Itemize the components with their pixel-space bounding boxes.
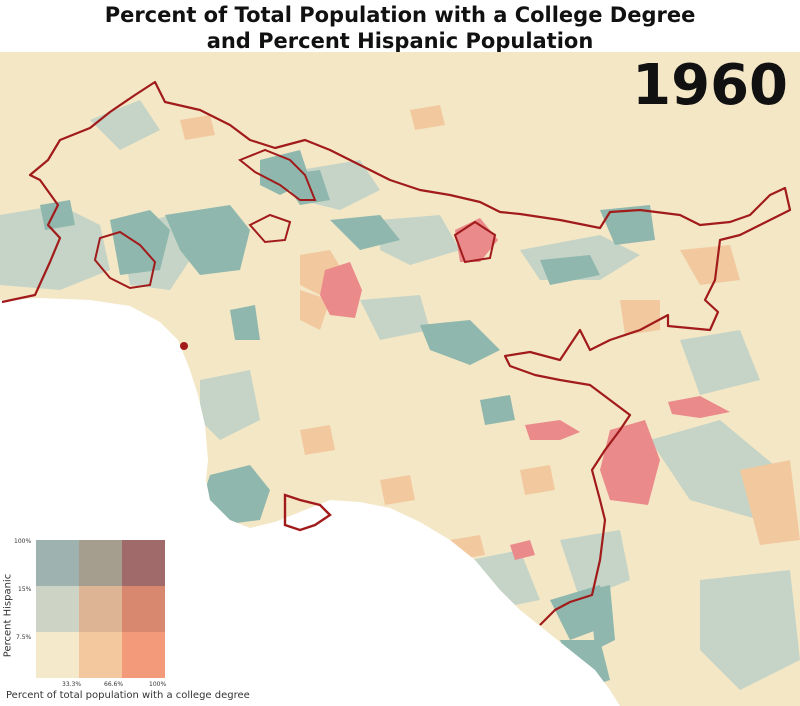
legend-x-tick-1: 33.3% bbox=[62, 681, 82, 688]
legend-cell-r1-c1 bbox=[79, 586, 122, 632]
peninsula-outline bbox=[283, 493, 332, 532]
title-line-2: and Percent Hispanic Population bbox=[206, 29, 594, 53]
title-line-1: Percent of Total Population with a Colle… bbox=[104, 3, 696, 27]
legend-cell-r2-c1 bbox=[79, 632, 122, 678]
orange-tracts bbox=[180, 105, 800, 560]
legend-y-tick-3: 7.5% bbox=[16, 634, 32, 641]
legend-grid bbox=[36, 540, 165, 678]
legend-cell-r2-c0 bbox=[36, 632, 79, 678]
teal-tracts bbox=[40, 150, 655, 690]
legend-x-tick-3: 100% bbox=[149, 681, 167, 688]
year-label: 1960 bbox=[632, 53, 788, 118]
legend-cell-r0-c0 bbox=[36, 540, 79, 586]
legend-y-axis-label: Percent Hispanic bbox=[2, 573, 14, 658]
legend-y-tick-1: 100% bbox=[14, 538, 32, 545]
legend-cell-r2-c2 bbox=[122, 632, 165, 678]
east-outline bbox=[453, 220, 497, 264]
legend-cell-r0-c2 bbox=[122, 540, 165, 586]
county-boundary bbox=[1, 80, 792, 626]
legend-x-axis-label: Percent of total population with a colle… bbox=[6, 690, 250, 701]
mountain-outline-1 bbox=[238, 148, 317, 201]
west-outline bbox=[93, 230, 157, 290]
marina-marker bbox=[180, 342, 188, 350]
legend-y-tick-2: 15% bbox=[18, 586, 32, 593]
legend-cell-r1-c0 bbox=[36, 586, 79, 632]
legend-x-tick-2: 66.6% bbox=[104, 681, 124, 688]
mountain-outline-2 bbox=[248, 213, 292, 244]
legend-cell-r0-c1 bbox=[79, 540, 122, 586]
map-title: Percent of Total Population with a Colle… bbox=[0, 2, 800, 54]
legend-cell-r1-c2 bbox=[122, 586, 165, 632]
bivariate-legend bbox=[0, 534, 280, 706]
